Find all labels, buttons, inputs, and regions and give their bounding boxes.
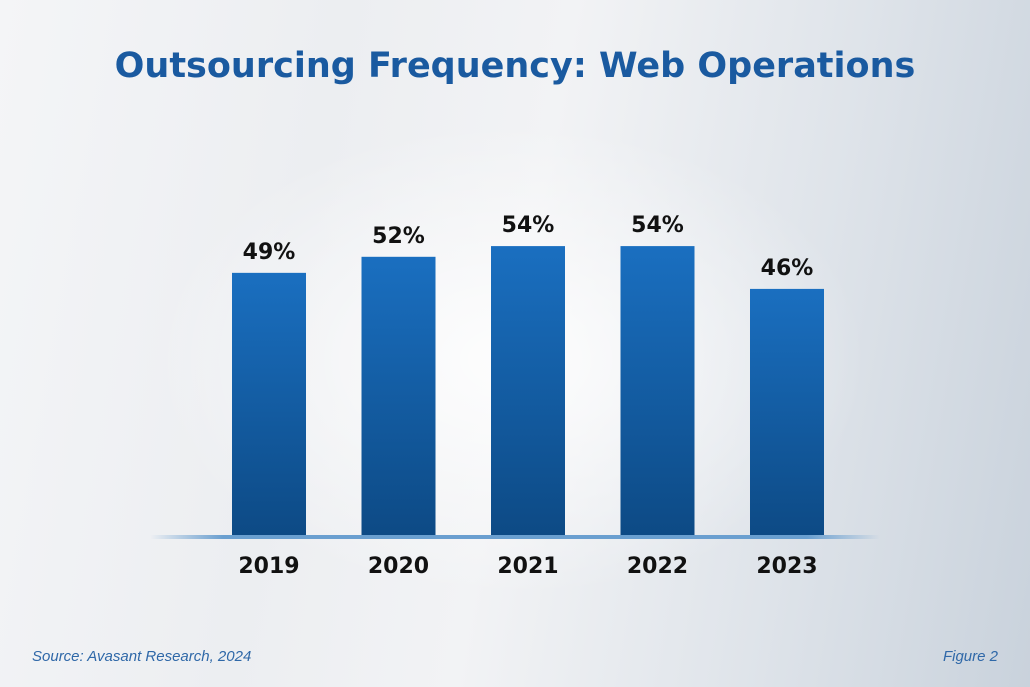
data-label-2019: 49% [243, 240, 296, 265]
bar-2020 [361, 256, 436, 535]
bar-2022 [620, 246, 695, 535]
chart-title: Outsourcing Frequency: Web Operations [114, 46, 916, 86]
x-tick-label-2022: 2022 [627, 554, 688, 579]
x-tick-label-2021: 2021 [497, 554, 558, 579]
x-tick-label-2020: 2020 [368, 554, 429, 579]
data-label-2022: 54% [631, 213, 684, 238]
data-label-2023: 46% [761, 256, 814, 281]
x-tick-label-2019: 2019 [238, 554, 299, 579]
x-axis-baseline [150, 535, 880, 539]
figure-number: Figure 2 [942, 648, 998, 665]
bar-2023 [750, 288, 824, 535]
data-label-2021: 54% [502, 213, 555, 238]
source-note: Source: Avasant Research, 2024 [32, 648, 252, 665]
bar-2019 [232, 272, 306, 535]
bar-2021 [491, 246, 565, 535]
data-label-2020: 52% [372, 224, 425, 249]
x-tick-label-2023: 2023 [756, 554, 817, 579]
